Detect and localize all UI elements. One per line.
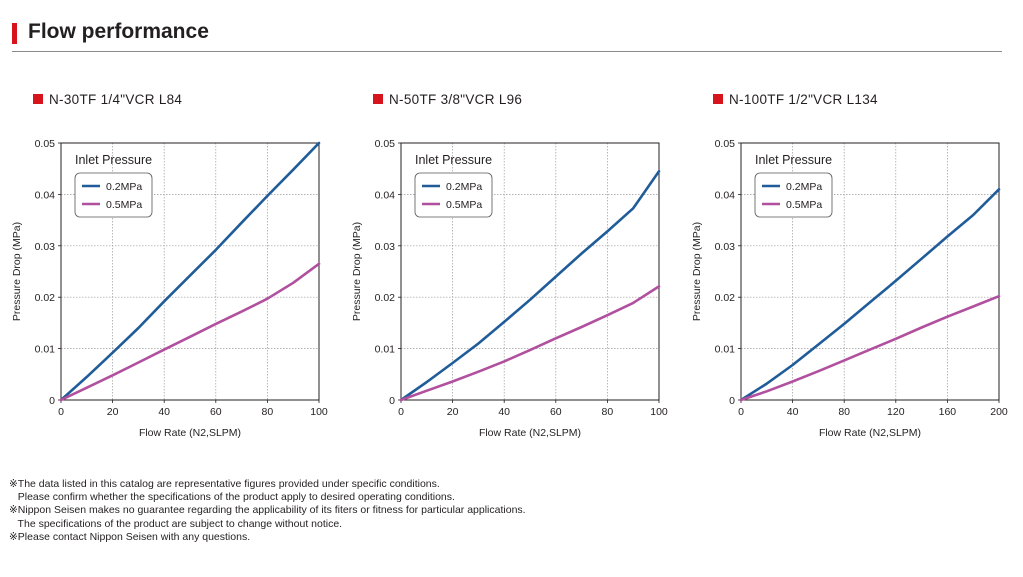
x-axis-label: Flow Rate (N2,SLPM) <box>139 427 241 439</box>
y-tick-label: 0.03 <box>35 241 56 253</box>
x-tick-label: 0 <box>398 406 404 418</box>
y-tick-label: 0.01 <box>35 344 56 356</box>
y-tick-label: 0.04 <box>35 189 56 201</box>
y-tick-label: 0.01 <box>375 344 396 356</box>
legend-box <box>74 172 153 218</box>
chart-3-n100tf: 0 40 80 120 160 200 0 0.01 0.02 0.03 0.04 0.05 Flow … <box>691 138 1008 439</box>
series-line-05mpa <box>59 262 321 402</box>
y-tick-label: 0.03 <box>375 241 396 253</box>
y-tick-label: 0.04 <box>715 189 736 201</box>
x-tick-label: 160 <box>939 406 957 418</box>
x-tick-label: 20 <box>447 406 459 418</box>
series-line-05mpa <box>399 285 661 402</box>
x-tick-label: 100 <box>310 406 328 418</box>
y-tick-label: 0.02 <box>375 292 396 304</box>
x-tick-label: 100 <box>650 406 668 418</box>
x-tick-label: 80 <box>602 406 614 418</box>
chart-2-title-marker <box>373 94 383 104</box>
series-line-05mpa <box>739 294 1001 402</box>
x-tick-label: 80 <box>838 406 850 418</box>
chart-3-title-text: N-100TF 1/2"VCR L134 <box>729 92 878 107</box>
legend-title: Inlet Pressure <box>415 153 492 167</box>
header-accent-bar <box>12 23 17 44</box>
chart-2-title: N-50TF 3/8"VCR L96 <box>373 92 522 107</box>
x-tick-label: 60 <box>210 406 222 418</box>
y-axis-label: Pressure Drop (MPa) <box>691 222 703 321</box>
y-tick-label: 0.01 <box>715 344 736 356</box>
y-tick-label: 0.04 <box>375 189 396 201</box>
y-axis-label: Pressure Drop (MPa) <box>351 222 363 321</box>
legend-entry-label: 0.5MPa <box>106 199 142 211</box>
series-line-02mpa <box>739 187 1001 402</box>
page-header: Flow performance <box>12 19 1002 53</box>
legend-box <box>754 172 833 218</box>
x-tick-label: 0 <box>738 406 744 418</box>
header-divider <box>12 51 1002 52</box>
legend-entry-label: 0.2MPa <box>446 181 482 193</box>
series-line-02mpa <box>399 169 661 402</box>
chart-2-title-text: N-50TF 3/8"VCR L96 <box>389 92 523 107</box>
x-tick-label: 0 <box>58 406 64 418</box>
legend-title: Inlet Pressure <box>75 153 152 167</box>
y-axis-label: Pressure Drop (MPa) <box>11 222 23 321</box>
y-tick-label: 0.05 <box>375 138 396 150</box>
x-axis-label: Flow Rate (N2,SLPM) <box>479 427 581 439</box>
y-tick-label: 0.02 <box>35 292 56 304</box>
note-line: ※Please contact Nippon Seisen with any q… <box>9 530 251 543</box>
x-tick-label: 80 <box>262 406 274 418</box>
note-line: The specifications of the product are su… <box>9 517 343 530</box>
disclaimer-notes: ※The data listed in this catalog are rep… <box>9 478 526 544</box>
x-tick-label: 60 <box>550 406 562 418</box>
y-tick-label: 0.05 <box>35 138 56 150</box>
legend-entry-label: 0.2MPa <box>786 181 822 193</box>
note-line: Please confirm whether the specification… <box>9 491 455 504</box>
x-axis-label: Flow Rate (N2,SLPM) <box>819 427 921 439</box>
y-tick-label: 0.02 <box>715 292 736 304</box>
note-line: ※The data listed in this catalog are rep… <box>9 478 440 490</box>
legend-entry-label: 0.5MPa <box>446 199 482 211</box>
y-tick-label: 0 <box>729 395 735 407</box>
x-tick-label: 20 <box>107 406 119 418</box>
x-tick-label: 200 <box>990 406 1008 418</box>
page-title: Flow performance <box>28 20 209 43</box>
chart-1-title-marker <box>33 94 43 104</box>
plot-frame <box>400 142 660 401</box>
note-line: ※Nippon Seisen makes no guarantee regard… <box>9 504 526 517</box>
plot-frame <box>60 142 320 401</box>
chart-3-title: N-100TF 1/2"VCR L134 <box>713 92 878 107</box>
y-tick-label: 0.03 <box>715 241 736 253</box>
chart-1-n30tf: 0 20 40 60 80 100 0 0.01 0.02 0.03 0.04 0.05 Flow Ra… <box>11 138 328 439</box>
y-tick-label: 0 <box>49 395 55 407</box>
chart-1-title: N-30TF 1/4"VCR L84 <box>33 92 182 107</box>
chart-1-title-text: N-30TF 1/4"VCR L84 <box>49 92 183 107</box>
legend-title: Inlet Pressure <box>755 153 832 167</box>
x-tick-label: 40 <box>498 406 510 418</box>
chart-3-title-marker <box>713 94 723 104</box>
plot-frame <box>740 142 1000 401</box>
x-tick-label: 40 <box>158 406 170 418</box>
legend-box <box>414 172 493 218</box>
y-tick-label: 0 <box>389 395 395 407</box>
legend-entry-label: 0.2MPa <box>106 181 142 193</box>
y-tick-label: 0.05 <box>715 138 736 150</box>
x-tick-label: 120 <box>887 406 905 418</box>
chart-2-n50tf: 0 20 40 60 80 100 0 0.01 0.02 0.03 0.04 0.05 Flow Ra… <box>351 138 668 439</box>
x-tick-label: 40 <box>787 406 799 418</box>
series-line-02mpa <box>59 141 321 402</box>
legend-entry-label: 0.5MPa <box>786 199 822 211</box>
